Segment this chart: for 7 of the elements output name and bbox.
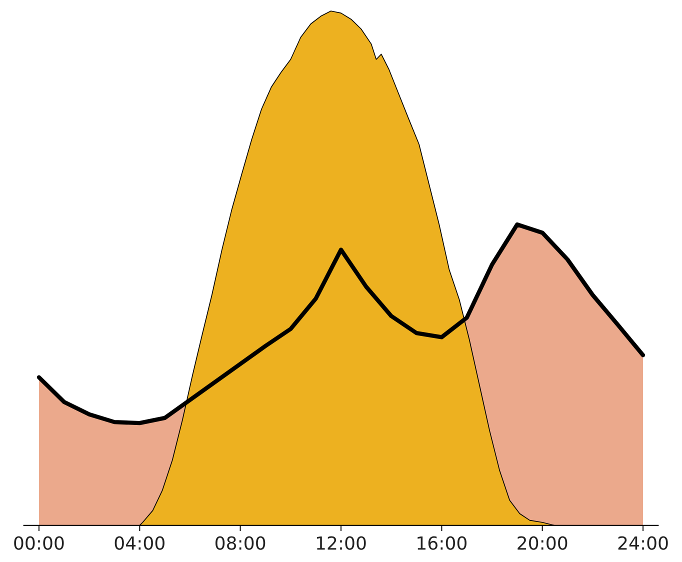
- x-tick-label: 08:00: [215, 536, 266, 550]
- x-tick-label: 20:00: [518, 536, 568, 550]
- x-tick-label: 12:00: [316, 536, 366, 550]
- x-tick-label: 00:00: [14, 536, 64, 550]
- x-tick-label: 24:00: [618, 536, 668, 550]
- x-tick-label: 16:00: [418, 536, 466, 550]
- x-tick-label: 04:00: [114, 536, 164, 550]
